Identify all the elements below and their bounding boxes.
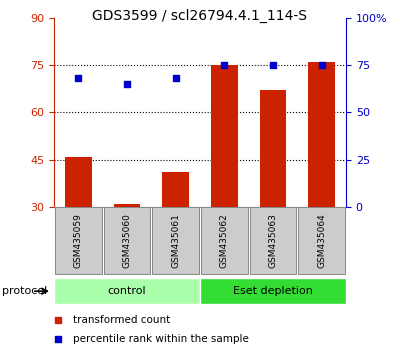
Bar xyxy=(308,62,335,207)
Text: Eset depletion: Eset depletion xyxy=(233,286,313,296)
Point xyxy=(75,75,82,81)
Text: transformed count: transformed count xyxy=(73,315,170,325)
Point xyxy=(55,336,61,342)
Text: GSM435063: GSM435063 xyxy=(268,213,278,268)
Text: protocol: protocol xyxy=(2,286,47,296)
Point xyxy=(124,81,130,87)
Point xyxy=(221,62,228,68)
Bar xyxy=(152,207,199,274)
Text: GSM435064: GSM435064 xyxy=(317,213,326,268)
Bar xyxy=(55,207,102,274)
Text: GSM435059: GSM435059 xyxy=(74,213,83,268)
Bar xyxy=(260,90,286,207)
Point xyxy=(318,62,325,68)
Bar xyxy=(54,278,200,304)
Text: GSM435062: GSM435062 xyxy=(220,213,229,268)
Bar xyxy=(211,65,238,207)
Bar xyxy=(114,204,140,207)
Bar xyxy=(65,156,92,207)
Text: control: control xyxy=(108,286,146,296)
Point xyxy=(172,75,179,81)
Point xyxy=(55,318,61,323)
Bar xyxy=(298,207,345,274)
Bar xyxy=(162,172,189,207)
Bar xyxy=(104,207,150,274)
Text: GDS3599 / scl26794.4.1_114-S: GDS3599 / scl26794.4.1_114-S xyxy=(92,9,308,23)
Bar xyxy=(201,207,248,274)
Text: GSM435060: GSM435060 xyxy=(122,213,132,268)
Point xyxy=(270,62,276,68)
Text: percentile rank within the sample: percentile rank within the sample xyxy=(73,334,249,344)
Bar xyxy=(250,207,296,274)
Bar xyxy=(200,278,346,304)
Text: GSM435061: GSM435061 xyxy=(171,213,180,268)
